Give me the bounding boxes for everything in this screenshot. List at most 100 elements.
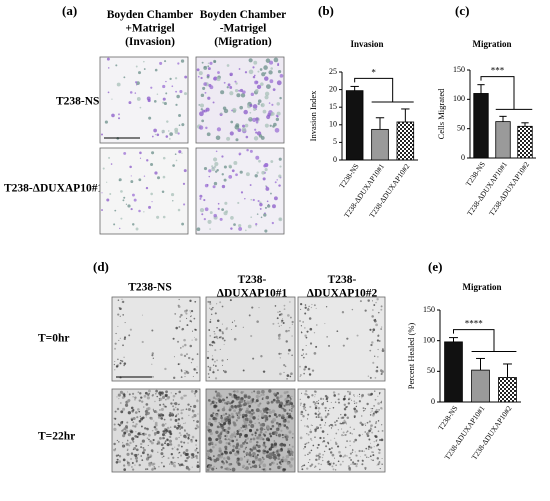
cell: [350, 459, 353, 461]
cell: [113, 442, 116, 446]
cell: [216, 413, 219, 415]
cell: [301, 468, 304, 471]
cell: [250, 408, 254, 412]
cell: [346, 430, 349, 433]
cell: [211, 341, 214, 344]
cell: [340, 433, 344, 437]
cell: [177, 413, 179, 415]
bar: [396, 121, 415, 161]
cell: [264, 163, 269, 168]
cell: [121, 396, 125, 399]
cell: [372, 459, 374, 462]
cell: [157, 451, 159, 453]
cell: [145, 186, 149, 190]
cell: [212, 306, 214, 309]
cell: [134, 425, 137, 428]
cell: [174, 415, 177, 418]
cell: [309, 437, 312, 440]
cell: [315, 324, 318, 326]
cell: [187, 437, 190, 440]
cell: [221, 208, 225, 211]
cell: [239, 444, 244, 448]
cell: [196, 371, 198, 374]
cell: [302, 353, 304, 355]
cell: [220, 112, 223, 115]
cell: [223, 406, 225, 408]
cell: [138, 410, 141, 413]
cell: [137, 391, 140, 393]
cell: [324, 406, 327, 410]
bar: [498, 377, 517, 403]
cell: [159, 436, 162, 440]
cell: [141, 439, 145, 443]
cell: [282, 322, 285, 325]
cell: [183, 203, 186, 206]
cell: [137, 432, 141, 436]
cell: [248, 400, 253, 405]
cell: [125, 429, 129, 433]
cell: [349, 452, 352, 455]
cell: [291, 445, 294, 448]
cell: [214, 312, 217, 315]
cell: [252, 416, 256, 420]
cell: [368, 438, 371, 441]
cell: [237, 416, 241, 420]
cell: [151, 201, 153, 203]
cell: [342, 431, 345, 434]
cell: [278, 174, 282, 178]
cell: [289, 301, 291, 303]
cell: [254, 455, 258, 459]
cell: [118, 441, 120, 443]
cell: [206, 449, 210, 453]
cell: [314, 406, 318, 410]
cell: [250, 216, 253, 219]
cell: [274, 456, 278, 460]
cell: [353, 441, 355, 443]
cell: [255, 408, 260, 413]
cell: [201, 61, 204, 64]
y-tick-label: 15: [329, 102, 337, 111]
cell: [206, 425, 210, 429]
cell: [299, 436, 303, 440]
cell: [238, 153, 241, 156]
cell: [149, 416, 152, 419]
cell: [191, 339, 193, 341]
cell: [210, 403, 212, 405]
cell: [257, 418, 259, 420]
y-axis-label: Invasion Index: [308, 90, 318, 142]
cell: [361, 450, 363, 452]
cell: [194, 395, 196, 397]
cell: [191, 358, 194, 361]
cell: [225, 441, 229, 445]
cell: [138, 419, 142, 423]
cell: [349, 445, 351, 447]
cell: [130, 430, 134, 434]
panel-label: (c): [455, 3, 469, 18]
cell: [172, 337, 175, 340]
cell: [374, 355, 376, 357]
cell: [277, 453, 281, 457]
cell: [183, 394, 186, 397]
cell: [174, 153, 177, 156]
cell: [346, 455, 348, 457]
cell: [178, 451, 181, 454]
cell: [261, 415, 264, 418]
cell: [248, 58, 253, 63]
bar: [471, 369, 490, 403]
cell: [101, 209, 104, 212]
cell: [160, 443, 164, 447]
cell: [203, 217, 206, 221]
cell: [214, 349, 217, 352]
cell: [173, 356, 175, 358]
cell: [231, 109, 233, 112]
cell: [209, 432, 213, 436]
cell: [181, 123, 185, 127]
cell: [276, 463, 278, 465]
cell: [214, 161, 219, 167]
cell: [364, 431, 367, 433]
cell: [195, 456, 199, 460]
cell: [163, 428, 166, 430]
cell: [337, 393, 340, 396]
cell: [163, 455, 165, 458]
cell: [256, 213, 259, 215]
